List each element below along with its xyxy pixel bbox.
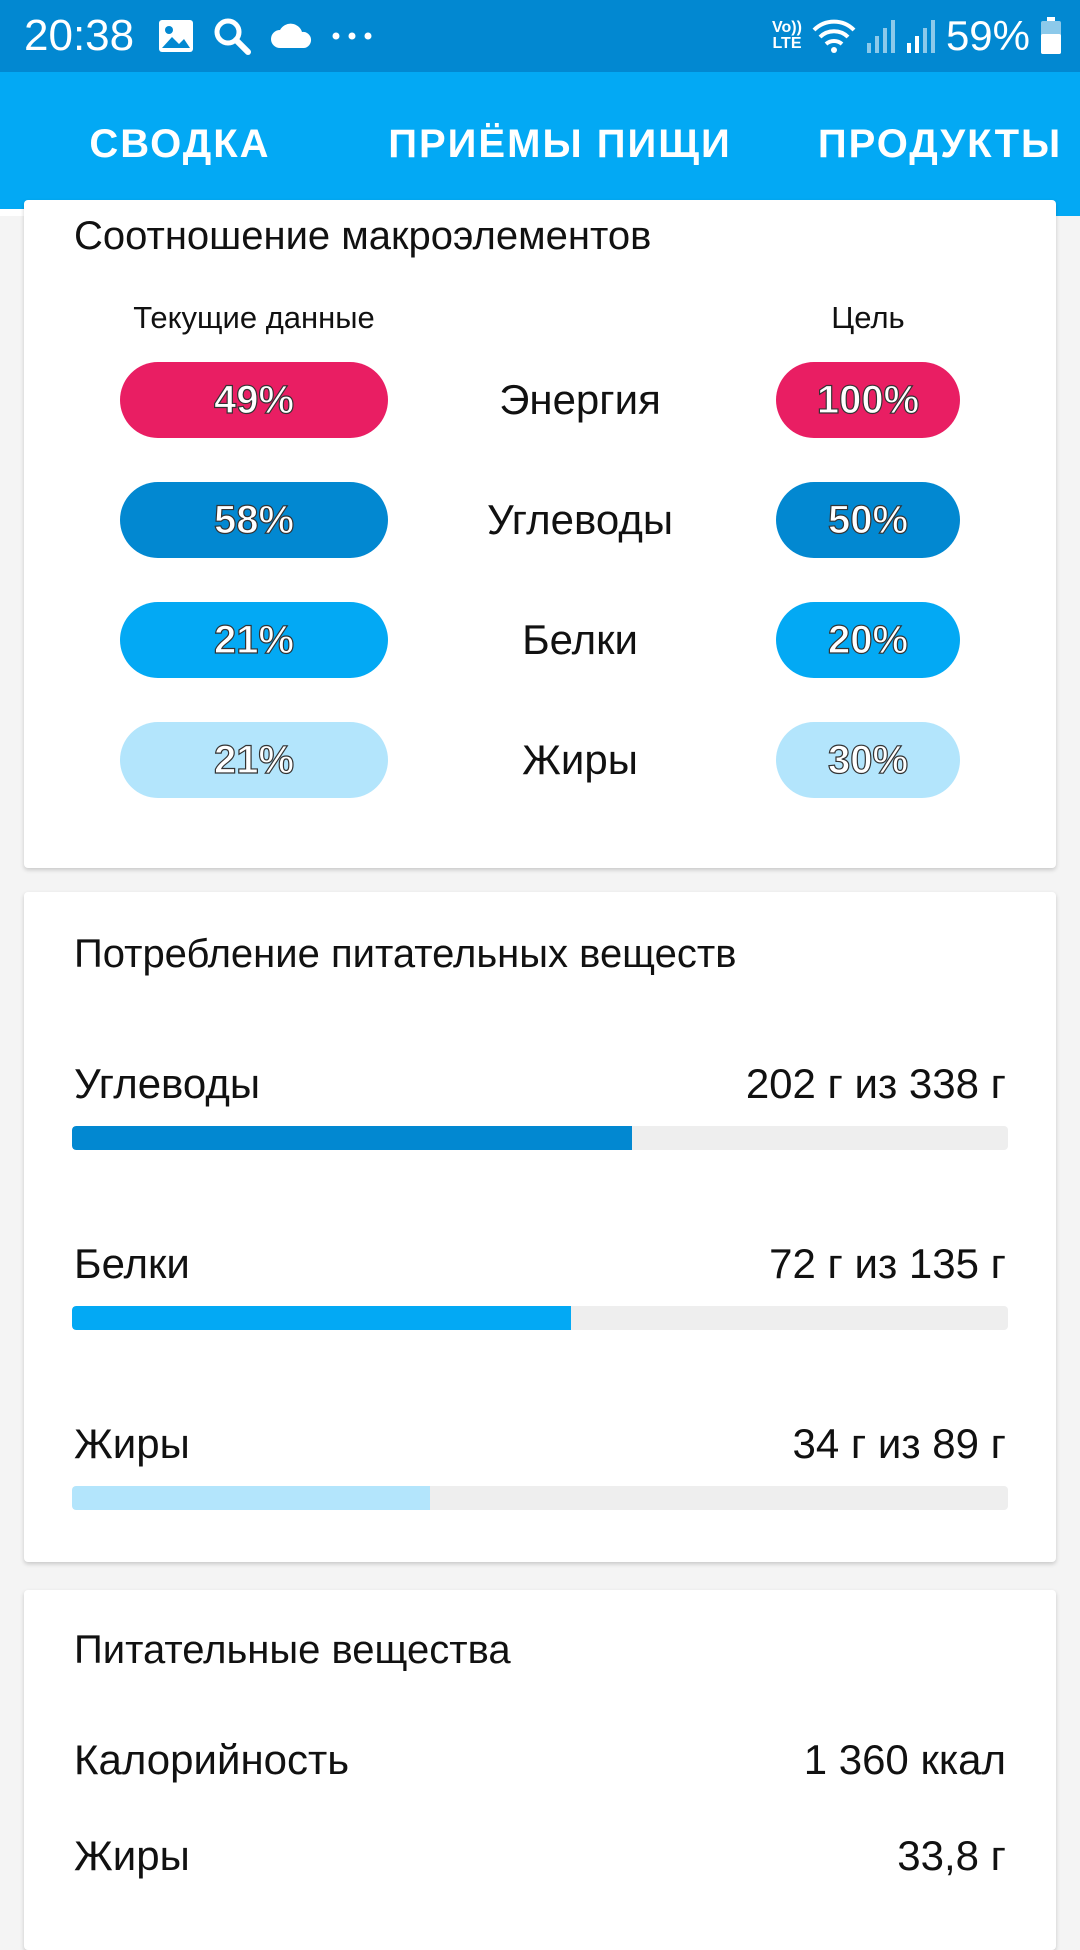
current-pill-carbs: 58%	[120, 482, 388, 558]
image-icon	[159, 20, 193, 52]
intake-value-fat: 34 г из 89 г	[792, 1420, 1006, 1467]
progress-fill-carbs	[72, 1126, 632, 1150]
more-icon	[332, 32, 372, 40]
signal-icon	[866, 20, 895, 53]
intake-value-carbs: 202 г из 338 г	[745, 1060, 1006, 1107]
progress-fill-protein	[72, 1306, 571, 1330]
tab-products[interactable]: ПРОДУКТЫ	[817, 121, 1063, 166]
intake-card-title: Потребление питательных веществ	[74, 932, 737, 976]
current-pill-protein: 21%	[120, 602, 388, 678]
goal-pill-carbs: 50%	[776, 482, 960, 558]
search-icon	[214, 18, 251, 55]
battery-icon	[1041, 17, 1061, 54]
macro-label-protein: Белки	[522, 616, 638, 663]
current-pill-energy: 49%	[120, 362, 388, 438]
macro-card-title: Соотношение макроэлементов	[74, 214, 652, 258]
network-label: LTE	[772, 35, 802, 52]
tab-meals[interactable]: ПРИЁМЫ ПИЩИ	[388, 121, 732, 166]
current-data-header: Текущие данные	[133, 300, 375, 335]
intake-label-carbs: Углеводы	[74, 1060, 261, 1107]
goal-header: Цель	[831, 300, 905, 335]
status-time: 20:38	[24, 11, 135, 60]
tab-bar: СВОДКА ПРИЁМЫ ПИЩИ ПРОДУКТЫ	[0, 72, 1080, 216]
goal-pill-fat: 30%	[776, 722, 960, 798]
cloud-icon	[271, 23, 312, 48]
goal-pill-energy: 100%	[776, 362, 960, 438]
wifi-icon	[812, 19, 856, 53]
progress-bar-fat	[72, 1486, 1008, 1510]
tab-summary[interactable]: СВОДКА	[89, 121, 271, 166]
nutrient-label-fat: Жиры	[74, 1832, 190, 1879]
status-bar: 20:38 Vo)) LTE	[0, 0, 1080, 72]
status-icons-right: Vo)) LTE 59%	[772, 12, 1062, 60]
macro-ratio-card: Соотношение макроэлементов Текущие данны…	[24, 200, 1056, 868]
intake-value-protein: 72 г из 135 г	[769, 1240, 1006, 1287]
progress-bar-protein	[72, 1306, 1008, 1330]
progress-fill-fat	[72, 1486, 430, 1510]
current-pill-fat: 21%	[120, 722, 388, 798]
battery-percent: 59%	[945, 12, 1030, 59]
volte-icon: Vo)) LTE	[772, 20, 802, 52]
goal-pill-protein: 20%	[776, 602, 960, 678]
volte-label: Vo))	[772, 19, 802, 36]
nutrient-label-calories: Калорийность	[74, 1736, 350, 1783]
macro-label-fat: Жиры	[522, 736, 638, 783]
nutrients-card: Питательные вещества Калорийность 1 360 …	[24, 1590, 1056, 1950]
nutrient-intake-card: Потребление питательных веществ Углеводы…	[24, 892, 1056, 1562]
status-icons-left	[158, 14, 374, 58]
macro-label-carbs: Углеводы	[486, 496, 674, 543]
nutrients-card-title: Питательные вещества	[74, 1628, 511, 1672]
macro-label-energy: Энергия	[499, 376, 661, 423]
intake-label-fat: Жиры	[74, 1420, 190, 1467]
signal-icon	[906, 20, 935, 53]
progress-bar-carbs	[72, 1126, 1008, 1150]
intake-label-protein: Белки	[74, 1240, 190, 1287]
nutrient-value-calories: 1 360 ккал	[803, 1736, 1006, 1783]
nutrient-value-fat: 33,8 г	[897, 1832, 1006, 1879]
